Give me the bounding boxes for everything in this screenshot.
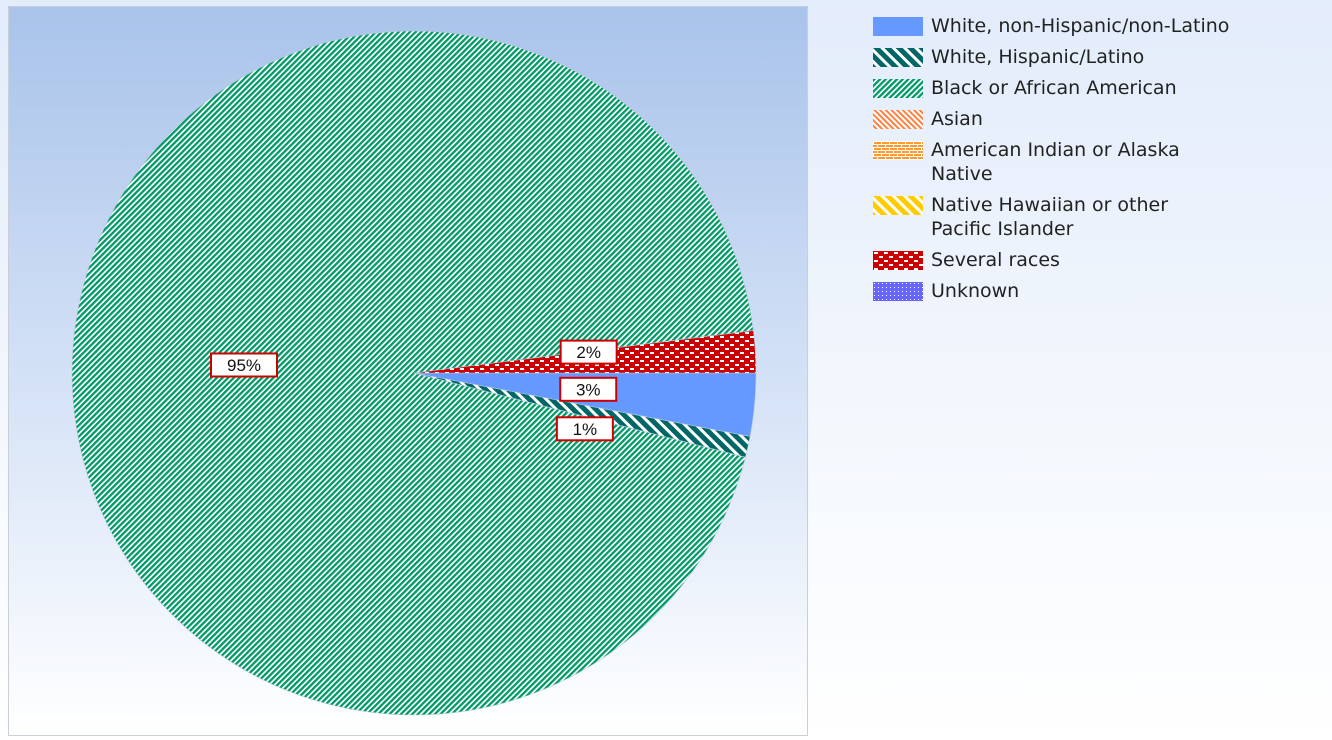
- legend: White, non-Hispanic/non-Latino White, His…: [873, 14, 1328, 310]
- legend-swatch: [873, 48, 923, 67]
- slice-label-text: 1%: [573, 420, 598, 439]
- legend-swatch: [873, 79, 923, 98]
- legend-label: American Indian or Alaska Native: [931, 139, 1180, 185]
- legend-swatch: [873, 196, 923, 215]
- legend-swatch: [873, 282, 923, 301]
- slice-label-box: [559, 339, 618, 365]
- slice-label-box: [559, 376, 618, 402]
- slices-layer: [71, 30, 757, 716]
- legend-item-white-hispanic-latino: White, Hispanic/Latino: [873, 45, 1328, 69]
- plot-area: 3% 1% 95% 2%: [8, 6, 808, 736]
- legend-item-american-indian-or-alaska-native: American Indian or Alaska Native: [873, 138, 1328, 186]
- legend-label: White, Hispanic/Latino: [931, 46, 1145, 68]
- slice-label-white-hispanic-latino: 1%: [555, 416, 614, 442]
- slice-label-black-or-african-american: 95%: [210, 352, 278, 378]
- legend-swatch: [873, 110, 923, 129]
- legend-label: Black or African American: [931, 77, 1177, 99]
- pie-slice-black-or-african-american: [71, 30, 754, 716]
- legend-item-white-non-hispanic-non-latino: White, non-Hispanic/non-Latino: [873, 14, 1328, 38]
- legend-item-native-hawaiian-or-other-pacific-islander: Native Hawaiian or other Pacific Islande…: [873, 193, 1328, 241]
- slice-label-text: 95%: [227, 356, 261, 375]
- legend-label: Several races: [931, 249, 1060, 271]
- legend-swatch: [873, 141, 923, 160]
- legend-label: Unknown: [931, 280, 1020, 302]
- legend-item-asian: Asian: [873, 107, 1328, 131]
- legend-swatch: [873, 17, 923, 36]
- legend-item-black-or-african-american: Black or African American: [873, 76, 1328, 100]
- pie-chart: 3% 1% 95% 2%: [71, 30, 757, 716]
- legend-label: White, non-Hispanic/non-Latino: [931, 15, 1230, 37]
- legend-item-unknown: Unknown: [873, 279, 1328, 303]
- labels-layer: 3% 1% 95% 2%: [210, 339, 618, 442]
- slice-label-text: 3%: [576, 380, 601, 399]
- slice-label-text: 2%: [576, 343, 601, 362]
- legend-swatch: [873, 251, 923, 270]
- slice-label-white-non-hispanic-non-latino: 3%: [559, 376, 618, 402]
- slice-label-several-races: 2%: [559, 339, 618, 365]
- legend-item-several-races: Several races: [873, 248, 1328, 272]
- slice-label-box: [555, 416, 614, 442]
- legend-label: Native Hawaiian or other Pacific Islande…: [931, 194, 1169, 240]
- slice-label-box: [210, 352, 278, 378]
- legend-label: Asian: [931, 108, 983, 130]
